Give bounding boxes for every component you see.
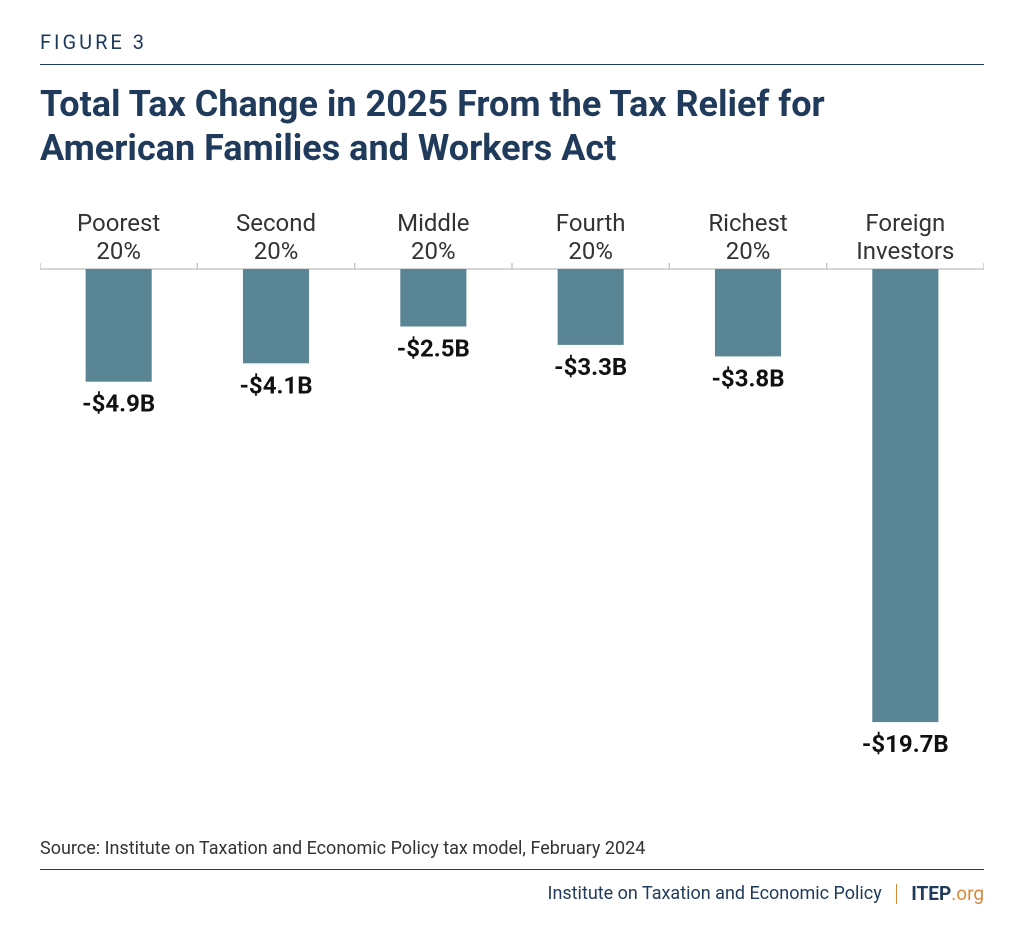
chart-title: Total Tax Change in 2025 From the Tax Re… — [40, 83, 984, 171]
bar — [715, 269, 781, 356]
category-label: Richest — [708, 209, 788, 237]
footer-logo-suffix: .org — [951, 882, 984, 905]
value-label: -$19.7B — [862, 730, 949, 758]
footer: Institute on Taxation and Economic Polic… — [40, 882, 984, 905]
chart-area: Poorest20%-$4.9BSecond20%-$4.1BMiddle20%… — [40, 201, 984, 828]
value-label: -$3.8B — [711, 364, 784, 392]
source-line: Source: Institute on Taxation and Econom… — [40, 838, 984, 859]
value-label: -$4.1B — [239, 371, 312, 399]
value-label: -$4.9B — [82, 390, 155, 418]
category-label: 20% — [568, 237, 613, 265]
category-label: 20% — [254, 237, 299, 265]
bar — [872, 269, 938, 722]
category-label: 20% — [726, 237, 771, 265]
category-label: Foreign — [865, 209, 945, 237]
bar — [558, 269, 624, 345]
category-label: Poorest — [77, 209, 160, 237]
category-label: Middle — [397, 209, 469, 237]
bar-chart: Poorest20%-$4.9BSecond20%-$4.1BMiddle20%… — [40, 201, 984, 828]
bar — [243, 269, 309, 363]
category-label: Second — [236, 209, 316, 237]
footer-separator — [896, 884, 898, 904]
category-label: 20% — [96, 237, 141, 265]
footer-logo-main: ITEP — [911, 882, 951, 905]
bar — [86, 269, 152, 382]
category-label: Investors — [856, 237, 954, 265]
figure-label: FIGURE 3 — [40, 30, 984, 54]
value-label: -$3.3B — [554, 353, 627, 381]
divider-bottom — [40, 869, 984, 870]
bar — [400, 269, 466, 327]
footer-logo: ITEP.org — [911, 882, 984, 905]
value-label: -$2.5B — [397, 334, 470, 362]
category-label: Fourth — [556, 209, 626, 237]
divider-top — [40, 64, 984, 65]
category-label: 20% — [411, 237, 456, 265]
footer-org-name: Institute on Taxation and Economic Polic… — [548, 883, 882, 904]
